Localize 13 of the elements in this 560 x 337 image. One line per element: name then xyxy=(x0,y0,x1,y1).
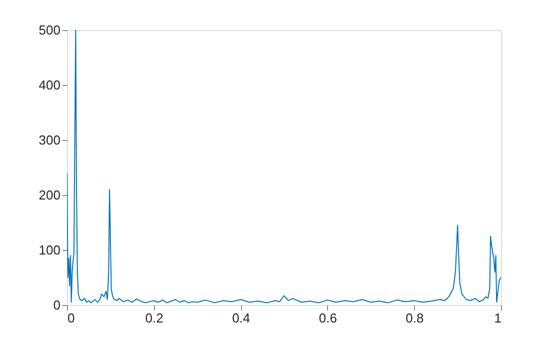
line-series xyxy=(67,30,501,304)
x-tick-label: 0.2 xyxy=(145,310,164,326)
y-tick-label: 400 xyxy=(38,78,60,92)
y-tick-label: 0 xyxy=(53,298,60,312)
y-tick-label: 500 xyxy=(38,22,60,38)
y-tick-label: 100 xyxy=(38,242,60,258)
x-tick-label: 0 xyxy=(68,310,75,326)
y-tick-label: 200 xyxy=(38,188,60,202)
x-tick-label: 1 xyxy=(494,310,502,326)
y-tick-label: 300 xyxy=(38,132,60,148)
x-tick-label: 0.6 xyxy=(318,310,337,326)
x-tick-label: 0.8 xyxy=(406,310,424,326)
x-tick-label: 0.4 xyxy=(232,310,250,326)
